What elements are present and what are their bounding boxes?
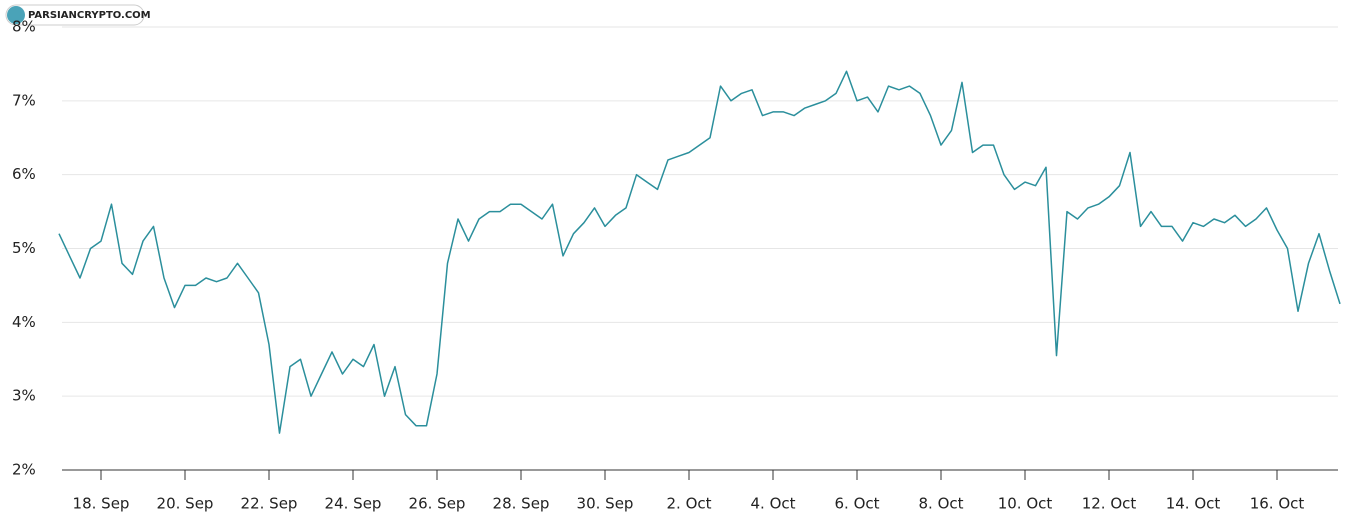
data-line [58,70,1341,434]
y-tick-label: 2% [12,461,36,479]
x-tick-label: 6. Oct [834,495,879,513]
watermark-badge: PARSIANCRYPTO.COM [5,4,151,26]
y-tick-label: 6% [12,165,36,183]
y-tick-label: 3% [12,387,36,405]
y-tick-label: 5% [12,239,36,257]
watermark-icon [7,6,25,24]
y-tick-label: 8% [12,18,36,36]
x-tick-label: 24. Sep [325,495,382,513]
watermark-text: PARSIANCRYPTO.COM [28,10,151,21]
x-tick-label: 22. Sep [241,495,298,513]
x-tick-label: 2. Oct [666,495,711,513]
x-tick-label: 30. Sep [577,495,634,513]
x-tick-label: 20. Sep [157,495,214,513]
watermark-bg [5,4,145,26]
y-tick-label: 7% [12,91,36,109]
x-tick-label: 26. Sep [409,495,466,513]
x-tick-label: 4. Oct [750,495,795,513]
x-tick-label: 14. Oct [1166,495,1221,513]
x-tick-label: 18. Sep [73,495,130,513]
x-tick-label: 8. Oct [918,495,963,513]
x-tick-label: 12. Oct [1082,495,1137,513]
x-tick-label: 10. Oct [998,495,1053,513]
x-tick-label: 16. Oct [1250,495,1305,513]
x-tick-label: 28. Sep [493,495,550,513]
y-tick-label: 4% [12,313,36,331]
